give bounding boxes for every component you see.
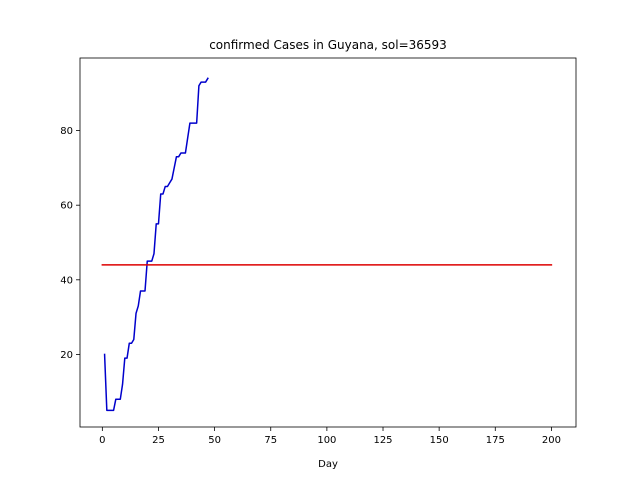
y-tick-label: 40 bbox=[60, 275, 73, 286]
x-tick-label: 0 bbox=[99, 435, 105, 446]
x-tick-label: 100 bbox=[317, 435, 336, 446]
x-tick-label: 125 bbox=[373, 435, 392, 446]
y-tick-label: 20 bbox=[60, 350, 73, 361]
x-tick-label: 200 bbox=[542, 435, 561, 446]
x-tick-label: 75 bbox=[264, 435, 277, 446]
series-line-0 bbox=[103, 77, 209, 412]
x-tick-label: 50 bbox=[208, 435, 221, 446]
chart-title: confirmed Cases in Guyana, sol=36593 bbox=[209, 38, 447, 52]
x-tick-label: 175 bbox=[486, 435, 505, 446]
x-axis-label: Day bbox=[318, 459, 338, 470]
x-tick-label: 150 bbox=[430, 435, 449, 446]
axes-frame bbox=[79, 57, 577, 428]
x-tick-label: 25 bbox=[152, 435, 165, 446]
y-tick-label: 60 bbox=[60, 201, 73, 212]
y-tick-label: 80 bbox=[60, 126, 73, 137]
plot-area: 0 25 50 75 100 125 150 175 200 20 40 60 80 bbox=[60, 57, 577, 446]
